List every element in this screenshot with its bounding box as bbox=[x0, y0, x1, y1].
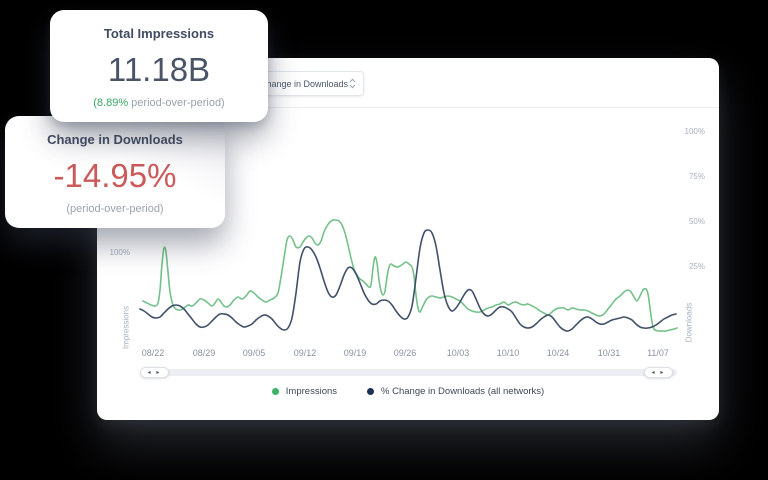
x-axis-label: 09/12 bbox=[293, 348, 317, 358]
x-axis-label: 10/31 bbox=[597, 348, 621, 358]
x-axis-label: 10/24 bbox=[546, 348, 570, 358]
impressions-kpi-title: Total Impressions bbox=[103, 26, 215, 41]
left-axis-tick: 100% bbox=[109, 248, 130, 257]
metric-dropdown[interactable]: Change in Downloads bbox=[252, 71, 364, 96]
x-axis-label: 11/07 bbox=[647, 348, 669, 358]
scroll-arrows-icon: ◂ ▸ bbox=[147, 369, 162, 376]
line-chart-plot bbox=[139, 219, 678, 332]
legend-label: Impressions bbox=[285, 386, 338, 397]
chart-scroll-left-button[interactable]: ◂ ▸ bbox=[140, 367, 169, 378]
downloads-kpi-card: Change in Downloads -14.95% (period-over… bbox=[5, 116, 225, 228]
downloads-kpi-subtitle: (period-over-period) bbox=[66, 203, 164, 215]
right-axis-tick: 25% bbox=[688, 262, 705, 271]
chart-scroll-right-button[interactable]: ◂ ▸ bbox=[644, 367, 673, 378]
kpi-delta-percent: (8.89% bbox=[93, 97, 129, 109]
left-axis-title: Impressions bbox=[121, 305, 131, 350]
series-line-impressions bbox=[142, 219, 678, 332]
impressions-kpi-card: Total Impressions 11.18B (8.89% period-o… bbox=[50, 10, 268, 122]
downloads-dot-icon bbox=[367, 388, 375, 395]
select-chevrons-icon bbox=[349, 78, 356, 89]
x-axis-label: 08/29 bbox=[192, 348, 216, 358]
impressions-kpi-value: 11.18B bbox=[107, 50, 211, 88]
right-axis-tick: 100% bbox=[684, 127, 705, 136]
right-axis-title: Downloads bbox=[684, 302, 694, 343]
legend-item-downloads[interactable]: % Change in Downloads (all networks) bbox=[367, 386, 544, 397]
scroll-arrows-icon: ◂ ▸ bbox=[651, 369, 666, 376]
right-axis-tick: 75% bbox=[688, 172, 705, 181]
x-axis-label: 10/03 bbox=[446, 348, 470, 358]
chart-scrollbar-track[interactable] bbox=[140, 369, 677, 376]
metric-dropdown-label: Change in Downloads bbox=[260, 78, 349, 89]
chart-card-header: Change in Downloads bbox=[97, 58, 719, 108]
downloads-kpi-value: -14.95% bbox=[53, 156, 177, 194]
legend-label: % Change in Downloads (all networks) bbox=[381, 386, 545, 397]
downloads-kpi-title: Change in Downloads bbox=[47, 132, 183, 147]
legend-item-impressions[interactable]: Impressions bbox=[271, 386, 338, 397]
x-axis-label: 10/10 bbox=[496, 348, 520, 358]
kpi-delta-rest: period-over-period) bbox=[128, 97, 225, 109]
x-axis-label: 09/05 bbox=[242, 348, 266, 358]
x-axis-label: 08/22 bbox=[141, 348, 165, 358]
x-axis-label: 09/26 bbox=[393, 348, 417, 358]
x-axis-label: 09/19 bbox=[343, 348, 367, 358]
chart-card: Change in Downloads Impressions Download… bbox=[97, 58, 719, 420]
impressions-kpi-subtitle: (8.89% period-over-period) bbox=[93, 97, 224, 109]
impressions-dot-icon bbox=[271, 388, 279, 395]
right-axis-tick: 50% bbox=[688, 217, 705, 226]
series-line-downloads bbox=[139, 229, 677, 332]
chart-legend: Impressions % Change in Downloads (all n… bbox=[97, 386, 719, 397]
